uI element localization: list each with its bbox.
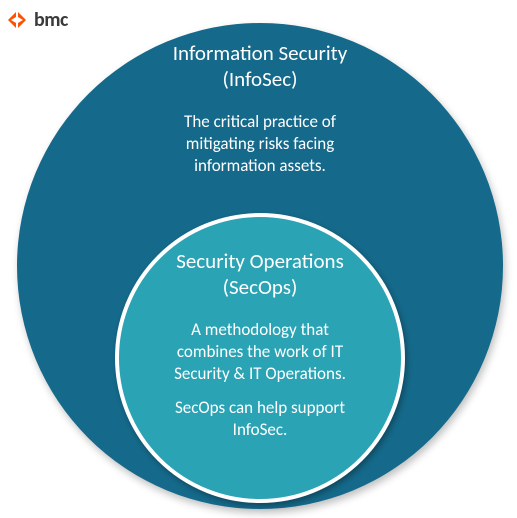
- inner-desc: A methodology that combines the work of …: [140, 319, 380, 385]
- outer-desc: The critical practice of mitigating risk…: [110, 111, 410, 177]
- outer-desc-line3: information assets.: [194, 155, 326, 176]
- inner-title-line1: Security Operations: [176, 248, 344, 274]
- bmc-logo: bmc: [8, 8, 68, 32]
- inner-desc-line1: A methodology that: [191, 319, 329, 340]
- bmc-logo-text: bmc: [34, 8, 68, 32]
- outer-circle-content: Information Security (InfoSec) The criti…: [110, 40, 410, 177]
- outer-title-line1: Information Security: [173, 40, 347, 66]
- inner-title-line2: (SecOps): [223, 274, 298, 300]
- inner-circle-content: Security Operations (SecOps) A methodolo…: [140, 248, 380, 441]
- outer-title-line2: (InfoSec): [223, 66, 298, 92]
- outer-desc-line2: mitigating risks facing: [186, 133, 334, 154]
- inner-desc2-line1: SecOps can help support: [175, 397, 345, 418]
- inner-desc-line2: combines the work of IT: [177, 341, 343, 362]
- inner-desc-line3: Security & IT Operations.: [174, 363, 346, 384]
- inner-desc2: SecOps can help support InfoSec.: [140, 397, 380, 441]
- bmc-logo-icon: [8, 10, 30, 30]
- outer-desc-line1: The critical practice of: [184, 111, 336, 132]
- outer-title: Information Security (InfoSec): [110, 40, 410, 93]
- inner-desc2-line2: InfoSec.: [233, 419, 288, 440]
- inner-title: Security Operations (SecOps): [140, 248, 380, 301]
